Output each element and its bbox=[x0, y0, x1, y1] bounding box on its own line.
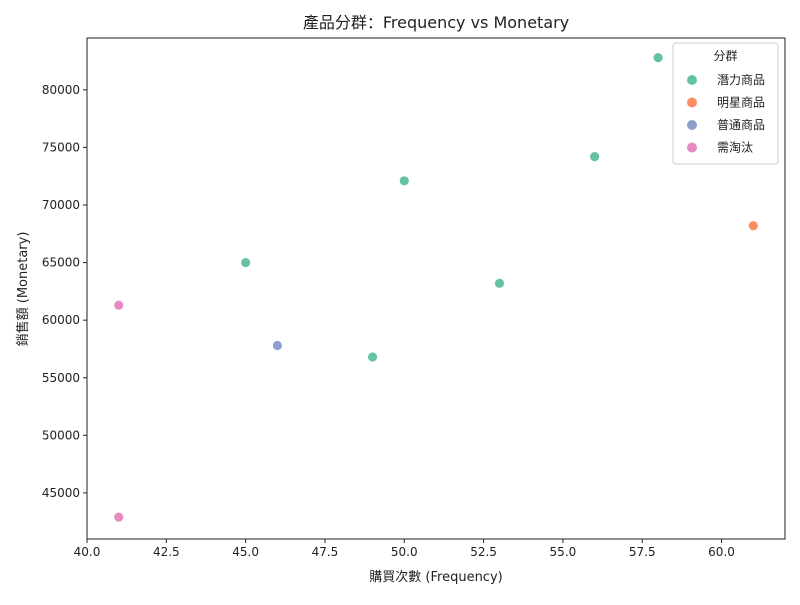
y-tick-label: 50000 bbox=[42, 428, 80, 442]
y-tick-label: 65000 bbox=[42, 256, 80, 270]
x-tick-label: 47.5 bbox=[312, 545, 339, 559]
y-axis-title: 銷售額 (Monetary) bbox=[15, 232, 31, 347]
data-point bbox=[494, 277, 505, 289]
data-point bbox=[398, 175, 410, 187]
y-tick-label: 60000 bbox=[42, 313, 80, 327]
legend-marker bbox=[687, 97, 697, 108]
x-tick-label: 55.0 bbox=[550, 545, 577, 559]
x-tick-label: 57.5 bbox=[629, 545, 656, 559]
legend-label: 明星商品 bbox=[717, 95, 765, 110]
x-axis-title: 購買次數 (Frequency) bbox=[369, 569, 502, 585]
legend-title: 分群 bbox=[713, 49, 737, 63]
data-point bbox=[271, 340, 283, 351]
data-point bbox=[113, 299, 125, 311]
x-tick-label: 45.0 bbox=[232, 545, 259, 559]
y-tick-label: 55000 bbox=[42, 371, 80, 385]
legend-marker bbox=[687, 120, 697, 130]
legend-box bbox=[672, 42, 779, 165]
data-point bbox=[652, 52, 664, 63]
data-point bbox=[240, 257, 252, 268]
data-point bbox=[113, 511, 125, 523]
axes-frame bbox=[86, 37, 786, 540]
y-tick-label: 80000 bbox=[42, 83, 80, 97]
legend-label: 潛力商品 bbox=[717, 72, 765, 87]
legend-label: 普通商品 bbox=[717, 117, 765, 132]
y-tick-label: 75000 bbox=[42, 140, 80, 154]
data-point bbox=[589, 151, 601, 163]
legend-label: 需淘汰 bbox=[717, 141, 753, 155]
x-tick-label: 40.0 bbox=[74, 545, 101, 559]
x-tick-label: 50.0 bbox=[391, 545, 418, 559]
y-tick-label: 70000 bbox=[42, 198, 80, 212]
plot-area: 40.0 42.5 45.0 47.5 50.0 52.5 55.0 57.5 60.0 4500… bbox=[42, 37, 786, 559]
chart-title: 產品分群：Frequency vs Monetary bbox=[303, 13, 569, 32]
x-tick-label: 60.0 bbox=[708, 545, 735, 559]
x-tick-label: 52.5 bbox=[470, 545, 497, 559]
legend-marker bbox=[687, 142, 697, 153]
legend-marker bbox=[687, 75, 697, 85]
x-tick-label: 42.5 bbox=[153, 545, 180, 559]
y-tick-label: 45000 bbox=[42, 486, 80, 500]
data-point bbox=[747, 220, 759, 232]
data-point bbox=[367, 351, 378, 363]
